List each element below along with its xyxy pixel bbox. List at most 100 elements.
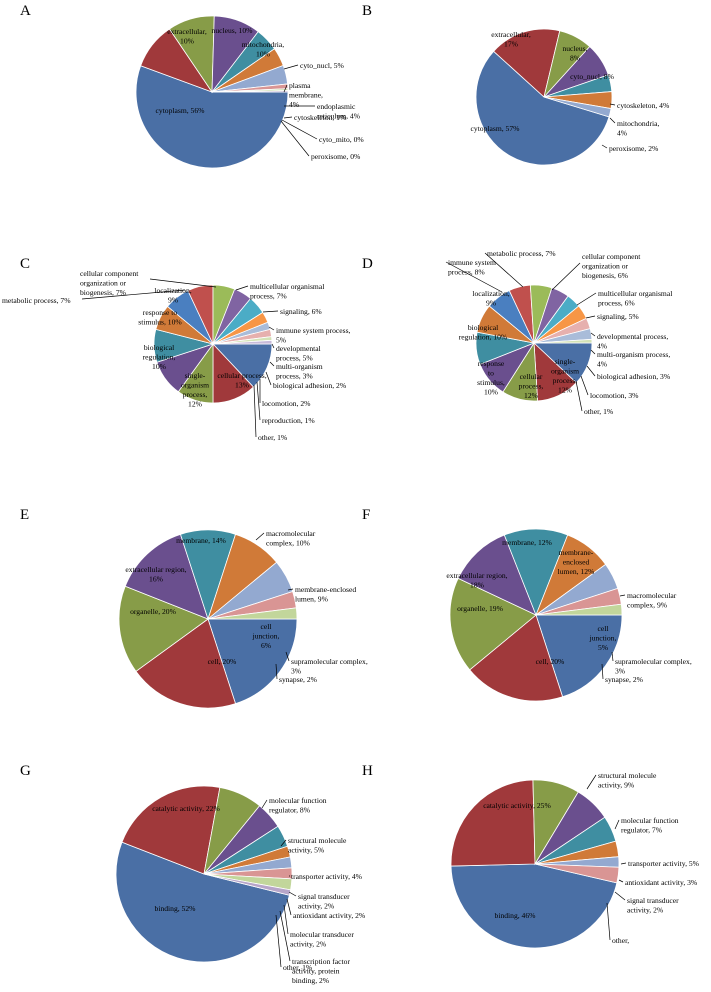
slice-label-immune-system-process: immune system process, 8% <box>448 258 496 277</box>
slice-organelle <box>135 618 237 709</box>
slice-label-mitochondria: mitochondria, 10% <box>242 40 284 59</box>
slice-label-catalytic-activity: catalytic activity, 25% <box>483 801 551 810</box>
leader-line-multicellular-organismal-process <box>235 285 249 291</box>
leader-line-developmental-process <box>590 332 596 337</box>
slice-label-extracellular-region: extracellular region, 18% <box>446 571 507 590</box>
slice-cell <box>207 618 298 705</box>
leader-line-locomotion <box>580 375 589 396</box>
slice-label-binding: binding, 46% <box>495 911 537 920</box>
slice-label-developmental-process: developmental process, 5% <box>276 344 321 363</box>
panel-letter-h: H <box>362 763 373 779</box>
slice-label-biological-regulation: biological regulation, 10% <box>143 343 176 371</box>
panel-letter-d: D <box>362 256 373 272</box>
leader-line-molecular-function-regulator <box>614 819 620 830</box>
leader-line-cyto-nucl <box>283 64 299 70</box>
slice-label-membrane: membrane, 14% <box>176 536 226 545</box>
slice-label-multi-organism-process: multi-organism process, 3% <box>276 362 323 381</box>
slice-label-endoplasmic-reticulum: endoplasmic reticulum, 4% <box>317 102 361 121</box>
leader-line-signal-transducer-activity <box>614 891 626 901</box>
slice-label-cellular-process: cellular process, 13% <box>217 371 266 390</box>
slice-label-localization: localization, 9% <box>154 286 191 305</box>
slice-membrane <box>457 534 537 616</box>
slice-other <box>534 863 620 884</box>
slice-label-molecular-transducer-activity: molecular transducer activity, 2% <box>290 930 354 949</box>
leader-line-structural-molecule-activity <box>280 839 287 847</box>
slice-catalytic-activity <box>450 779 536 867</box>
slice-label-immune-system-process: immune system process, 5% <box>276 326 351 345</box>
slice-label-cellular-component-organization-or-biogenesis: cellular component organization or biogene… <box>80 269 139 297</box>
slice-other <box>533 338 593 344</box>
leader-line-metabolic-process <box>484 252 524 288</box>
slice-label-developmental-process: developmental process, 4% <box>597 332 668 351</box>
slice-label-cell-junction: cell junction, 6% <box>252 622 280 650</box>
slice-label-cytoskeleton: cytoskeleton, 1% <box>294 113 347 122</box>
leader-line-biological-adhesion <box>586 365 596 377</box>
slice-label-multicellular-organismal-process: multicellular organismal process, 7% <box>250 282 324 301</box>
slice-label-biological-adhesion: biological adhesion, 2% <box>273 381 347 390</box>
slice-label-single-organism-process: single-organism process, 12% <box>181 371 209 409</box>
slice-label-cellular-process: cellular process, 12% <box>519 372 544 400</box>
slice-label-single-organism-process: single-organism process, 12% <box>551 357 579 395</box>
leader-line-reproduction <box>256 381 261 421</box>
slice-label-structural-molecule-activity: structural molecule activity, 5% <box>288 836 347 855</box>
leader-line-developmental-process <box>271 343 275 349</box>
slice-cell <box>535 614 623 698</box>
slice-label-catalytic-activity: catalytic activity, 22% <box>152 804 220 813</box>
leader-line-macromolecular-complex <box>619 594 626 597</box>
slice-label-cell: cell, 20% <box>208 657 237 666</box>
slice-peroxisome <box>211 90 289 93</box>
slice-peroxisome <box>543 96 612 118</box>
leader-line-other <box>575 380 583 412</box>
leader-line-transcription-factor-activity-protein-binding <box>279 910 291 962</box>
leader-line-signaling <box>585 315 596 319</box>
leader-line-mitochondria <box>609 117 616 124</box>
slice-catalytic-activity <box>121 785 221 875</box>
slice-label-cytoskeleton: cytoskeleton, 4% <box>617 101 670 110</box>
slice-label-plasma-membrane: plasma membrane, 4% <box>289 81 323 109</box>
slice-label-reproduction: reproduction, 1% <box>262 416 315 425</box>
slice-label-cell: cell, 20% <box>536 657 565 666</box>
slice-label-structural-molecule-activity: structural molecule activity, 9% <box>598 771 657 790</box>
leader-line-other <box>253 384 257 438</box>
leader-line-molecular-function-regulator <box>261 799 268 809</box>
slice-label-other: other, 1% <box>258 433 288 442</box>
leader-line-supramolecular-complex <box>611 651 614 662</box>
leader-line-other <box>275 914 282 968</box>
slice-label-molecular-function-regulator: molecular function regulator, 8% <box>269 796 327 815</box>
slice-membrane-enclosed-lumen <box>503 528 569 617</box>
slice-cytoplasm <box>475 50 610 166</box>
slice-cytoplasm <box>135 65 289 169</box>
slice-label-other: other, 1% <box>584 407 614 416</box>
slice-label-cyto-nucl: cyto_nucl, 8% <box>570 72 615 81</box>
slice-label-cyto-nucl: cyto_nucl, 5% <box>300 61 345 70</box>
leader-line-molecular-transducer-activity <box>283 904 289 935</box>
slice-label-membrane-enclosed-lumen: membrane-enclosed lumen, 12% <box>558 548 595 576</box>
slice-label-extracellular-region: extracellular region, 16% <box>125 565 186 584</box>
slice-label-metabolic-process: metabolic process, 7% <box>487 249 556 258</box>
leader-line-synapse <box>275 663 278 680</box>
slice-synapse <box>535 603 623 616</box>
leader-line-other <box>606 902 611 941</box>
slice-label-organelle: organelle, 19% <box>457 604 504 613</box>
slice-label-other: other, 1% <box>283 963 313 972</box>
slice-label-transporter-activity: transporter activity, 4% <box>291 872 363 881</box>
leader-line-synapse <box>601 663 604 680</box>
leader-line-metabolic-process <box>81 289 186 300</box>
leader-line-cytoskeleton <box>609 103 616 106</box>
leader-line-multi-organism-process <box>590 349 596 355</box>
slice-label-antioxidant-activity: antioxidant activity, 2% <box>293 911 366 920</box>
slice-label-mitochondria: mitochondria, 4% <box>617 119 659 138</box>
slice-label-cytoplasm: cytoplasm, 57% <box>471 124 521 133</box>
leader-line-plasma-membrane <box>283 84 288 93</box>
slice-label-other: other, <box>612 936 629 945</box>
slice-label-peroxisome: peroxisome, 0% <box>311 152 361 161</box>
slice-label-synapse: synapse, 2% <box>605 675 644 684</box>
slice-label-membrane-enclosed-lumen: membrane-enclosed lumen, 9% <box>295 585 356 604</box>
slice-label-macromolecular-complex: macromolecular complex, 9% <box>627 591 677 610</box>
slice-label-response-to-stimulus: response to stimulus, 10% <box>477 359 505 397</box>
slice-label-nucleus: nucleus, 10% <box>212 26 254 35</box>
